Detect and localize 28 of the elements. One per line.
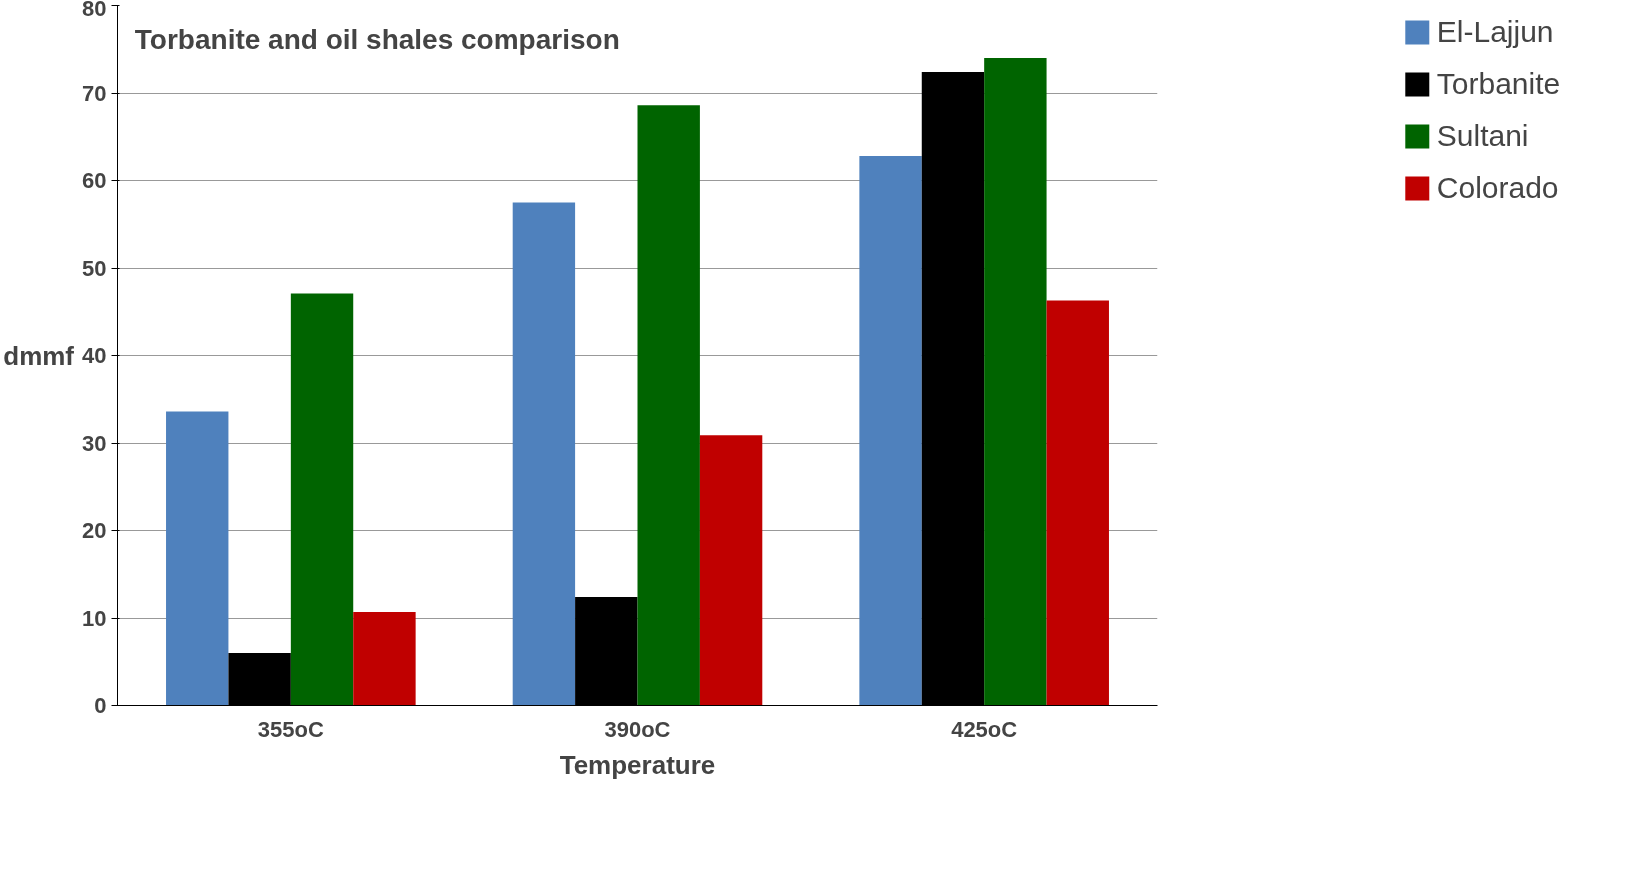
legend-label: Sultani (1436, 119, 1529, 153)
y-tick-label: 60 (82, 168, 107, 193)
x-tick-label: 425oC (951, 716, 1018, 742)
bar (1046, 300, 1109, 706)
bar (859, 156, 922, 706)
y-axis-title: dmmf (3, 340, 75, 371)
y-tick-label: 50 (82, 255, 107, 281)
x-tick-label: 355oC (257, 716, 324, 742)
bar (166, 411, 229, 706)
y-tick-label: 40 (82, 343, 107, 368)
y-tick-label: 80 (82, 0, 107, 21)
bar (984, 58, 1047, 706)
y-tick-label: 70 (82, 80, 107, 106)
x-axis-title: Temperature (559, 749, 716, 780)
text: Torbanite and oil shales comparison (134, 23, 620, 55)
y-tick-label: 10 (82, 605, 107, 631)
y-tick-label: 30 (82, 430, 107, 456)
x-tick-label: 390oC (604, 716, 671, 742)
bar (699, 435, 763, 706)
legend-label: El-Lajjun (1436, 15, 1554, 49)
bar (512, 202, 576, 706)
y-tick-label: 20 (82, 518, 107, 543)
bar (290, 293, 354, 706)
bar (637, 105, 700, 706)
y-tick-label: 0 (94, 693, 107, 718)
bar (353, 611, 416, 706)
legend-label: Torbanite (1436, 67, 1561, 101)
legend-label: Colorado (1436, 171, 1559, 205)
